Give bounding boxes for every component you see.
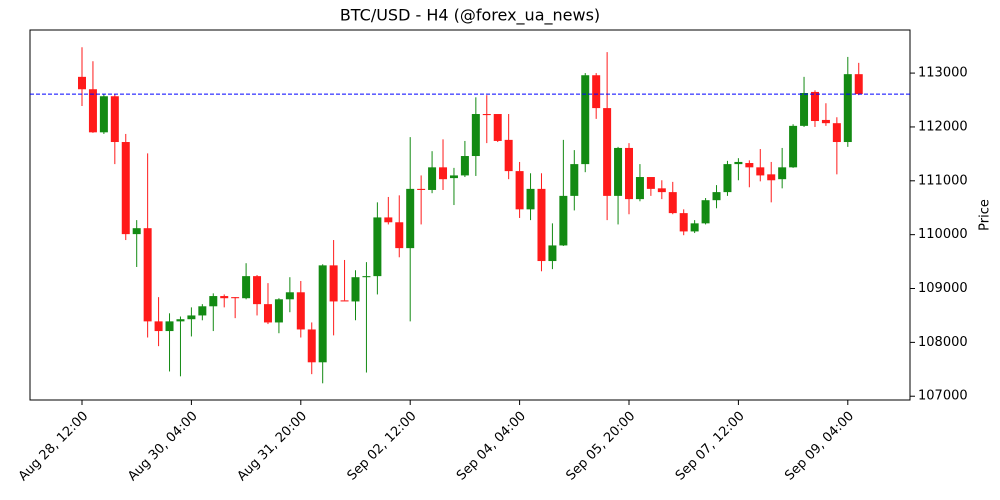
candle-body bbox=[198, 306, 207, 316]
candle-body bbox=[592, 75, 601, 109]
candle-body bbox=[723, 164, 732, 193]
candle-body bbox=[209, 296, 218, 307]
candle-body bbox=[449, 175, 458, 179]
y-axis-label: Price bbox=[978, 199, 993, 231]
y-tick-label: 113000 bbox=[918, 66, 968, 81]
y-tick-label: 110000 bbox=[918, 227, 968, 242]
candle-body bbox=[242, 276, 251, 299]
candle-body bbox=[406, 188, 415, 249]
x-tick-label: Sep 07, 12:00 bbox=[673, 409, 748, 484]
candle-body bbox=[570, 164, 579, 196]
x-tick-label: Sep 02, 12:00 bbox=[345, 409, 420, 484]
candle-body bbox=[351, 277, 360, 302]
candle-body bbox=[110, 96, 119, 143]
candle-body bbox=[745, 163, 754, 168]
candle-body bbox=[657, 188, 666, 193]
candle-body bbox=[679, 213, 688, 232]
candle-body bbox=[701, 200, 710, 224]
candle-body bbox=[668, 192, 677, 214]
candle-body bbox=[132, 228, 141, 235]
candle-body bbox=[318, 265, 327, 363]
y-tick-label: 107000 bbox=[918, 389, 968, 404]
candle-body bbox=[176, 319, 185, 322]
candle-body bbox=[756, 167, 765, 176]
candle-body bbox=[548, 245, 557, 262]
candle-body bbox=[854, 74, 863, 95]
x-tick-label: Aug 30, 04:00 bbox=[125, 409, 201, 485]
candle-body bbox=[154, 321, 163, 332]
candle-body bbox=[646, 177, 655, 189]
candle-body bbox=[285, 292, 294, 300]
candle-body bbox=[767, 174, 776, 181]
candle-body bbox=[504, 139, 513, 172]
x-tick-label: Aug 28, 12:00 bbox=[16, 409, 92, 485]
candle-body bbox=[537, 188, 546, 262]
candle-body bbox=[263, 304, 272, 323]
y-tick-label: 112000 bbox=[918, 119, 968, 134]
candle-body bbox=[493, 114, 502, 141]
candle-body bbox=[373, 217, 382, 277]
candle-body bbox=[187, 315, 196, 320]
y-tick-label: 111000 bbox=[918, 173, 968, 188]
candle-body bbox=[439, 167, 448, 180]
candle-body bbox=[800, 93, 809, 126]
candle-body bbox=[78, 76, 86, 90]
candle-body bbox=[843, 74, 852, 143]
candle-body bbox=[340, 300, 349, 302]
candle-body bbox=[482, 114, 491, 116]
candle-body bbox=[274, 299, 283, 323]
candle-body bbox=[253, 276, 262, 305]
candle-body bbox=[603, 108, 612, 196]
x-tick-label: Sep 04, 04:00 bbox=[454, 409, 529, 484]
candle-body bbox=[88, 89, 97, 133]
y-tick-label: 109000 bbox=[918, 281, 968, 296]
candle-body bbox=[832, 123, 841, 143]
candle-body bbox=[515, 171, 524, 210]
candle-body bbox=[581, 75, 590, 165]
candle-body bbox=[99, 96, 108, 133]
candle-body bbox=[734, 161, 743, 165]
candle-body bbox=[231, 297, 240, 299]
x-tick-label: Sep 09, 04:00 bbox=[782, 409, 857, 484]
candle-body bbox=[395, 222, 404, 249]
candle-body bbox=[690, 223, 699, 232]
candle-body bbox=[307, 329, 316, 363]
chart-title: BTC/USD - H4 (@forex_ua_news) bbox=[340, 6, 600, 26]
candle-body bbox=[296, 292, 305, 330]
plot-frame bbox=[29, 29, 911, 401]
candle-body bbox=[165, 321, 174, 332]
candle-body bbox=[778, 167, 787, 180]
candle-body bbox=[635, 177, 644, 200]
candle-body bbox=[362, 276, 371, 278]
candle-body bbox=[526, 188, 535, 210]
candle-body bbox=[460, 156, 469, 176]
candle-body bbox=[810, 91, 819, 122]
candle-body bbox=[625, 147, 633, 200]
x-tick-label: Aug 31, 20:00 bbox=[235, 409, 311, 485]
candle-body bbox=[614, 147, 623, 196]
candle-body bbox=[428, 167, 437, 190]
y-tick-label: 108000 bbox=[918, 335, 968, 350]
candle-body bbox=[220, 296, 229, 299]
candle-body bbox=[143, 228, 152, 322]
candle-body bbox=[559, 195, 568, 246]
x-tick-label: Sep 05, 20:00 bbox=[563, 409, 638, 484]
candle-body bbox=[712, 192, 721, 201]
candle-body bbox=[821, 119, 830, 124]
candle-body bbox=[471, 114, 480, 157]
candle-body bbox=[789, 125, 798, 168]
candle-body bbox=[417, 188, 426, 190]
candle-body bbox=[384, 217, 393, 223]
candle-body bbox=[329, 265, 338, 302]
candle-body bbox=[121, 142, 130, 235]
